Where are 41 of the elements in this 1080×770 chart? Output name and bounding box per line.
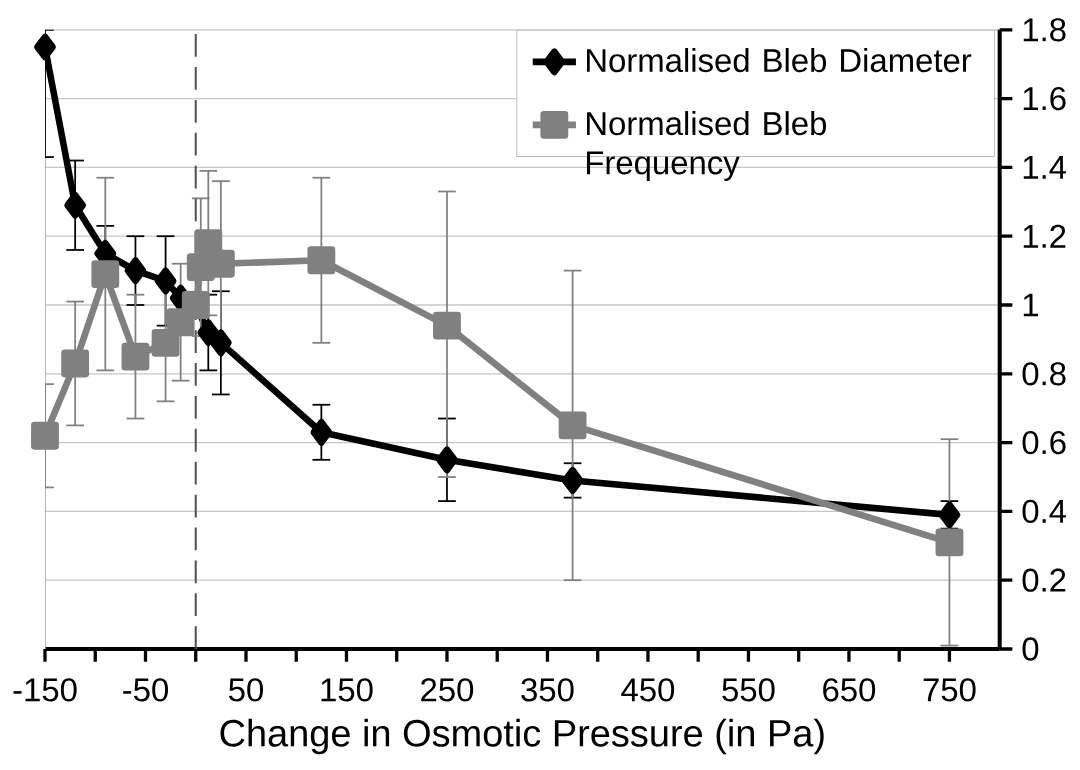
- point: [310, 418, 333, 446]
- point: [307, 246, 336, 275]
- point: [561, 467, 584, 494]
- x-tick-label: 50: [229, 678, 264, 702]
- point: [64, 191, 87, 219]
- point: [436, 446, 458, 474]
- y-tick-label: 1.2: [1023, 224, 1066, 248]
- point: [558, 411, 587, 440]
- y-tick-label: 0.2: [1022, 568, 1066, 592]
- y-tick-label: 0.8: [1022, 362, 1066, 386]
- point: [31, 421, 59, 450]
- point: [935, 528, 964, 557]
- x-tick-label: 650: [823, 678, 876, 702]
- point: [124, 257, 147, 285]
- y-tick-label: 1: [1023, 293, 1038, 317]
- legend-label: Normalised Bleb Frequency: [586, 111, 827, 181]
- x-tick-label: 750: [923, 678, 976, 702]
- x-tick-label: 250: [421, 678, 474, 702]
- point: [433, 311, 461, 340]
- y-tick-label: 0: [1022, 637, 1039, 661]
- point: [197, 319, 220, 346]
- point: [91, 260, 120, 288]
- y-tick-label: 0.6: [1022, 430, 1066, 455]
- x-tick-label: 150: [321, 678, 373, 702]
- point: [154, 267, 177, 295]
- x-tick-label: 350: [521, 678, 574, 702]
- x-tick-label: -150: [13, 678, 77, 702]
- point: [61, 349, 90, 378]
- x-axis-title: Change in Osmotic Pressure (in Pa): [220, 718, 824, 755]
- legend-label: Normalised Bleb Diameter: [586, 48, 972, 73]
- y-tick-label: 0.4: [1022, 499, 1067, 524]
- y-tick-label: 1.8: [1023, 18, 1066, 42]
- point: [34, 33, 56, 61]
- point: [121, 342, 150, 371]
- x-tick-label: -50: [123, 678, 168, 702]
- x-tick-label: 550: [722, 678, 775, 702]
- y-tick-label: 1.6: [1023, 86, 1066, 111]
- x-tick-label: 450: [621, 678, 675, 702]
- point: [209, 329, 232, 357]
- point: [151, 328, 180, 357]
- y-tick-label: 1.4: [1023, 156, 1067, 179]
